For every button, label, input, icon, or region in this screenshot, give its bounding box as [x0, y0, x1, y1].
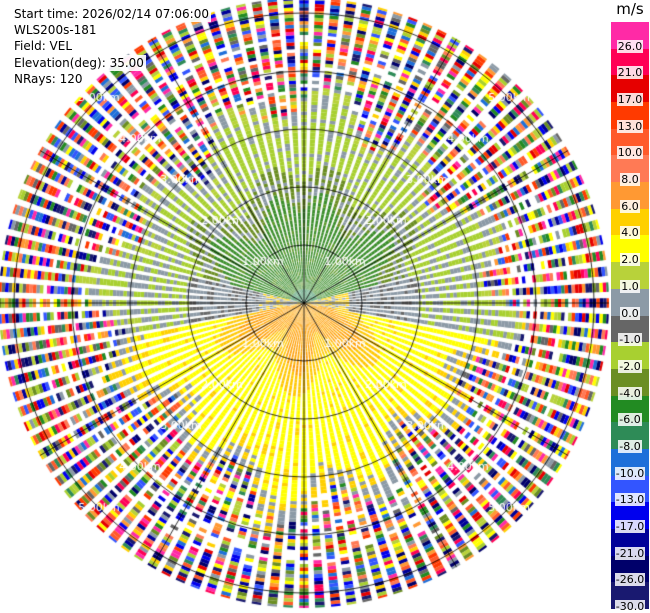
colorbar-tick-label: -13.0	[614, 493, 646, 507]
colorbar-tick-label: -1.0	[618, 333, 642, 347]
colorbar-tick-label: -21.0	[614, 546, 646, 560]
colorbar-tick-label: 2.0	[620, 253, 640, 267]
colorbar-tick-label: -2.0	[618, 359, 642, 373]
colorbar-tick-label: 6.0	[620, 199, 640, 213]
colorbar-tick-label: 0.0	[620, 306, 640, 320]
instrument-label: WLS200s-181	[12, 22, 99, 39]
colorbar-tick-label: 13.0	[616, 119, 644, 133]
nrays-label: NRays: 120	[12, 70, 85, 88]
colorbar-tick-label: -8.0	[618, 439, 642, 453]
field-label: Field: VEL	[12, 38, 75, 55]
colorbar-tick-label: 1.0	[620, 279, 640, 293]
colorbar-tick-label: -4.0	[618, 386, 642, 400]
elevation-label: Elevation(deg): 35.00	[12, 54, 146, 71]
colorbar-tick-label: 26.0	[616, 39, 644, 53]
colorbar-tick-label: 21.0	[616, 66, 644, 80]
info-panel: Start time: 2026/02/14 07:06:00 WLS200s-…	[12, 6, 211, 88]
colorbar-tick-label: 10.0	[616, 146, 644, 160]
colorbar-tick-label: 4.0	[620, 226, 640, 240]
colorbar-tick-label: -30.0	[614, 600, 646, 613]
colorbar-tick-label: -10.0	[614, 466, 646, 480]
colorbar-tick-label: -17.0	[614, 519, 646, 533]
colorbar-tick-label: -6.0	[618, 413, 642, 427]
colorbar-tick-label: -26.0	[614, 573, 646, 587]
colorbar: 26.0 21.0 17.0 13.0 10.0 8.0 6.0 4.0 2.0 1.0 0.0 -1…	[611, 22, 649, 613]
colorbar-tick-label: 8.0	[620, 173, 640, 187]
ppi-velocity-plot	[0, 0, 610, 610]
colorbar-unit: m/s	[616, 0, 644, 18]
start-time-label: Start time: 2026/02/14 07:06:00	[12, 6, 211, 23]
colorbar-tick-label: 17.0	[616, 93, 644, 107]
